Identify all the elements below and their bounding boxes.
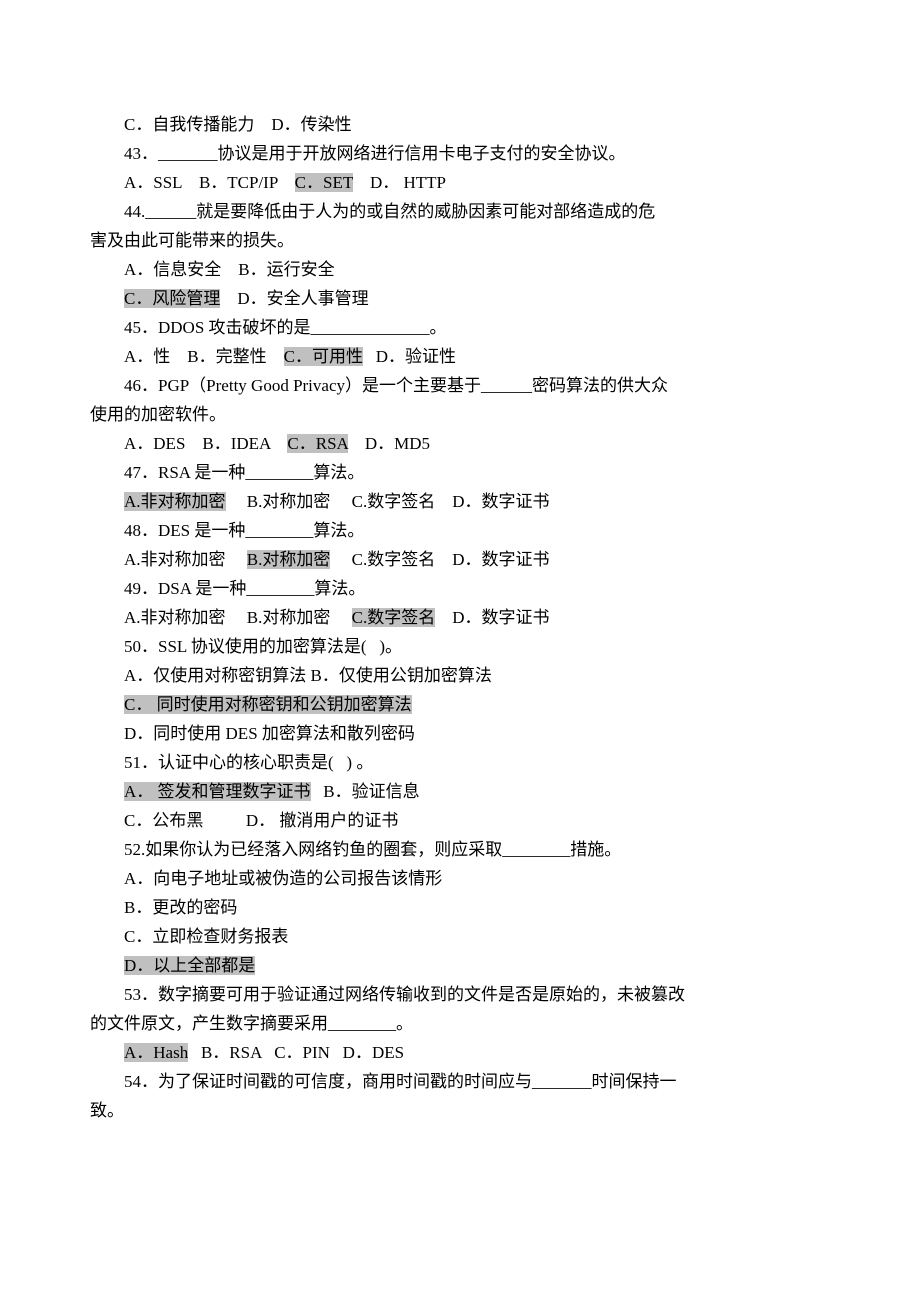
q53-options: A．Hash B．RSA C．PIN D．DES: [90, 1038, 830, 1067]
q44-options-ab: A．信息安全 B．运行安全: [90, 255, 830, 284]
q50-option-d: D．同时使用 DES 加密算法和散列密码: [90, 719, 830, 748]
q44-options-cd: C．风险管理 D．安全人事管理: [90, 284, 830, 313]
q46-opt-ab: A．DES B．IDEA: [124, 434, 287, 453]
q51-options-cd: C．公布黑 D． 撤消用户的证书: [90, 806, 830, 835]
q46-opt-d: D．MD5: [348, 434, 430, 453]
q51-answer-a: A． 签发和管理数字证书: [124, 782, 311, 801]
q46-stem-1: 46．PGP（Pretty Good Privacy）是一个主要基于______…: [90, 371, 830, 400]
q43-opt-ab: A．SSL B．TCP/IP: [124, 173, 295, 192]
q47-options: A.非对称加密 B.对称加密 C.数字签名 D．数字证书: [90, 487, 830, 516]
q44-stem-1: 44.______就是要降低由于人为的或自然的威胁因素可能对部络造成的危: [90, 197, 830, 226]
q46-stem-2: 使用的加密软件。: [90, 400, 830, 429]
q48-options: A.非对称加密 B.对称加密 C.数字签名 D．数字证书: [90, 545, 830, 574]
q52-option-a: A．向电子地址或被伪造的公司报告该情形: [90, 864, 830, 893]
q45-answer-c: C．可用性: [284, 347, 363, 366]
q47-answer-a: A.非对称加密: [124, 492, 226, 511]
q43-stem: 43．_______协议是用于开放网络进行信用卡电子支付的安全协议。: [90, 139, 830, 168]
q47-opt-bcd: B.对称加密 C.数字签名 D．数字证书: [226, 492, 550, 511]
q52-option-b: B．更改的密码: [90, 893, 830, 922]
q45-stem: 45．DDOS 攻击破坏的是______________。: [90, 313, 830, 342]
q52-stem: 52.如果你认为已经落入网络钓鱼的圈套，则应采取________措施。: [90, 835, 830, 864]
document-page: C．自我传播能力 D．传染性 43．_______协议是用于开放网络进行信用卡电…: [0, 0, 920, 1185]
q44-answer-c: C．风险管理: [124, 289, 220, 308]
q50-option-c: C． 同时使用对称密钥和公钥加密算法: [90, 690, 830, 719]
q53-stem-2: 的文件原文，产生数字摘要采用________。: [90, 1009, 830, 1038]
q53-opt-bcd: B．RSA C．PIN D．DES: [188, 1043, 404, 1062]
q49-answer-c: C.数字签名: [352, 608, 436, 627]
q46-options: A．DES B．IDEA C．RSA D．MD5: [90, 429, 830, 458]
q45-opt-ab: A．性 B．完整性: [124, 347, 284, 366]
q43-answer-c: C．SET: [295, 173, 353, 192]
q52-option-d: D．以上全部都是: [90, 951, 830, 980]
q44-stem-2: 害及由此可能带来的损失。: [90, 226, 830, 255]
q50-stem: 50．SSL 协议使用的加密算法是( )。: [90, 632, 830, 661]
q51-opt-b: B．验证信息: [311, 782, 420, 801]
q50-options-ab: A．仅使用对称密钥算法 B．仅使用公钥加密算法: [90, 661, 830, 690]
q54-stem-1: 54．为了保证时间戳的可信度，商用时间戳的时间应与_______时间保持一: [90, 1067, 830, 1096]
q53-answer-a: A．Hash: [124, 1043, 188, 1062]
q46-answer-c: C．RSA: [287, 434, 347, 453]
q49-opt-ab: A.非对称加密 B.对称加密: [124, 608, 352, 627]
q43-options: A．SSL B．TCP/IP C．SET D． HTTP: [90, 168, 830, 197]
q51-options-ab: A． 签发和管理数字证书 B．验证信息: [90, 777, 830, 806]
q47-stem: 47．RSA 是一种________算法。: [90, 458, 830, 487]
q53-stem-1: 53．数字摘要可用于验证通过网络传输收到的文件是否是原始的，未被篡改: [90, 980, 830, 1009]
q48-answer-b: B.对称加密: [247, 550, 331, 569]
q49-stem: 49．DSA 是一种________算法。: [90, 574, 830, 603]
q54-stem-2: 致。: [90, 1096, 830, 1125]
q50-answer-c: C． 同时使用对称密钥和公钥加密算法: [124, 695, 412, 714]
q48-opt-cd: C.数字签名 D．数字证书: [330, 550, 549, 569]
q42-options-cd: C．自我传播能力 D．传染性: [90, 110, 830, 139]
q49-options: A.非对称加密 B.对称加密 C.数字签名 D．数字证书: [90, 603, 830, 632]
q45-opt-d: D．验证性: [363, 347, 456, 366]
q51-stem: 51．认证中心的核心职责是( ) 。: [90, 748, 830, 777]
q45-options: A．性 B．完整性 C．可用性 D．验证性: [90, 342, 830, 371]
q52-answer-d: D．以上全部都是: [124, 956, 255, 975]
q43-opt-d: D． HTTP: [353, 173, 446, 192]
q48-stem: 48．DES 是一种________算法。: [90, 516, 830, 545]
q52-option-c: C．立即检查财务报表: [90, 922, 830, 951]
q49-opt-d: D．数字证书: [435, 608, 549, 627]
q48-opt-a: A.非对称加密: [124, 550, 247, 569]
q44-opt-d: D．安全人事管理: [220, 289, 368, 308]
